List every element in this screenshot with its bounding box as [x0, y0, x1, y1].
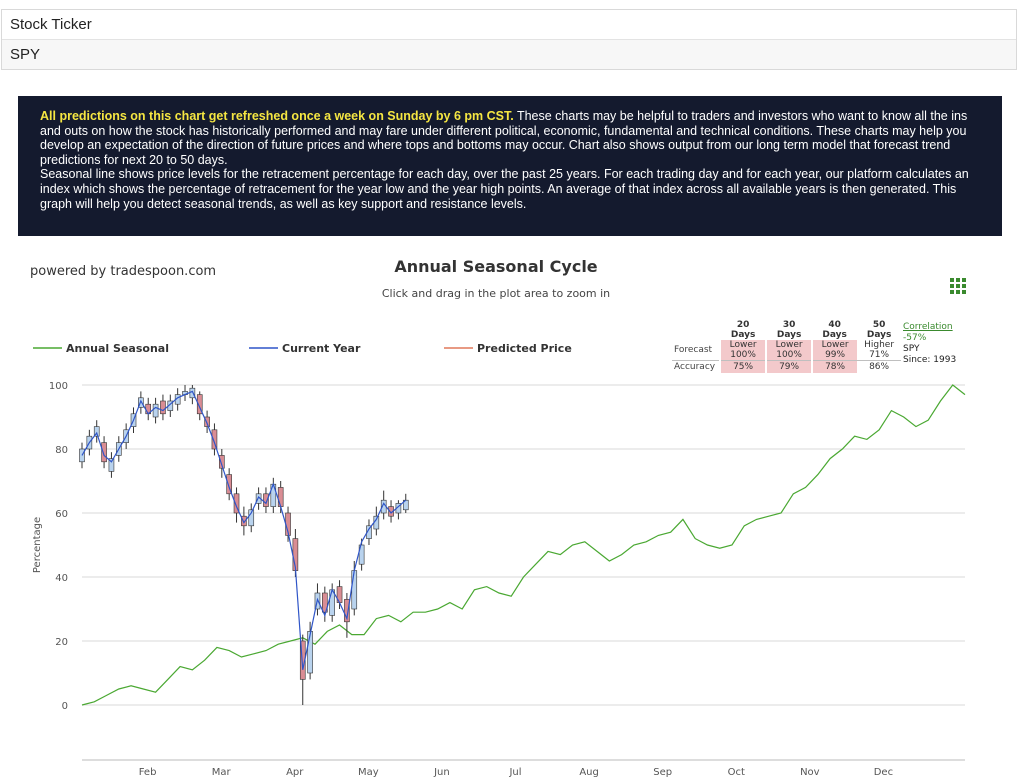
- correlation-value: -57%: [903, 333, 927, 343]
- y-tick-label: 60: [55, 509, 68, 520]
- banner-highlight: All predictions on this chart get refres…: [40, 109, 514, 123]
- candle-body: [196, 394, 203, 415]
- correlation-box: Correlation -57% SPY Since: 1993: [903, 322, 956, 366]
- chart-title: Annual Seasonal Cycle: [394, 257, 597, 276]
- candle-body: [248, 509, 255, 527]
- accuracy-cell: 75%: [719, 360, 767, 373]
- x-axis-ticks: Feb Mar Apr May Jun Jul Aug Sep Oct Nov Dec: [139, 767, 893, 778]
- candle-body: [233, 493, 240, 514]
- candle-body: [358, 544, 365, 565]
- y-tick-label: 0: [62, 701, 68, 712]
- correlation-link[interactable]: Correlation: [903, 322, 953, 332]
- powered-by: powered by tradespoon.com: [30, 264, 217, 279]
- forecast-header: 30 Days: [776, 320, 802, 340]
- candle-body: [93, 426, 100, 437]
- x-tick-label: Mar: [212, 767, 232, 778]
- legend-label: Annual Seasonal: [66, 342, 169, 355]
- y-tick-label: 40: [55, 573, 68, 584]
- correlation-since: Since: 1993: [903, 355, 957, 365]
- x-tick-label: Feb: [139, 767, 157, 778]
- forecast-cell: Higher 71%: [864, 340, 895, 360]
- y-axis-label: Percentage: [32, 517, 43, 573]
- series-annual-seasonal: [81, 384, 966, 706]
- y-axis-ticks: 0 20 40 60 80 100: [49, 381, 68, 712]
- forecast-header: 40 Days: [822, 320, 847, 340]
- candle-body: [204, 416, 210, 427]
- accuracy-cell: 78%: [811, 360, 858, 373]
- x-tick-label: Jul: [508, 767, 521, 778]
- legend-current-year[interactable]: Current Year: [249, 342, 361, 355]
- candle-body: [108, 458, 115, 472]
- ticker-label: Stock Ticker: [2, 10, 1016, 40]
- forecast-header: 20 Days: [730, 320, 756, 340]
- candle-body: [322, 592, 328, 613]
- info-banner: All predictions on this chart get refres…: [18, 96, 1002, 236]
- legend-predicted-price[interactable]: Predicted Price: [444, 342, 572, 355]
- candle-body: [307, 631, 313, 674]
- candle-body: [344, 599, 350, 623]
- x-tick-label: Jun: [433, 767, 450, 778]
- candle-body: [101, 442, 107, 463]
- forecast-table: 20 Days 30 Days 40 Days 50 Days Forecast…: [672, 320, 902, 373]
- candle-body: [226, 474, 232, 495]
- legend-label: Current Year: [282, 342, 361, 355]
- y-tick-label: 20: [55, 637, 68, 648]
- ticker-select[interactable]: SPY: [2, 40, 1016, 69]
- forecast-cell: Lower 100%: [719, 340, 767, 361]
- forecast-row-label: Forecast: [674, 345, 713, 355]
- banner-text-1: These charts may be helpful to traders a…: [40, 109, 968, 167]
- candle-body: [263, 493, 269, 507]
- candle-body: [152, 403, 159, 418]
- x-tick-label: Dec: [874, 767, 893, 778]
- seasonal-chart[interactable]: Annual Seasonal Cycle Click and drag in …: [0, 240, 1024, 783]
- forecast-header: 50 Days: [866, 320, 892, 340]
- candle-body: [219, 455, 225, 469]
- x-tick-label: Oct: [728, 767, 745, 778]
- candle-body: [351, 570, 358, 610]
- accuracy-cell: 79%: [765, 360, 813, 373]
- x-tick-label: Sep: [653, 767, 672, 778]
- seasonal-line: [81, 384, 966, 706]
- y-tick-label: 80: [55, 445, 68, 456]
- legend-annual-seasonal[interactable]: Annual Seasonal: [33, 342, 169, 355]
- x-tick-label: Apr: [286, 767, 304, 778]
- ticker-box: Stock Ticker SPY: [1, 9, 1017, 70]
- accuracy-cell: 86%: [857, 360, 902, 373]
- candle-body: [277, 487, 284, 507]
- accuracy-row-label: Accuracy: [672, 360, 721, 373]
- legend-label: Predicted Price: [477, 342, 572, 355]
- x-tick-label: Nov: [800, 767, 820, 778]
- banner-text-2: Seasonal line shows price levels for the…: [40, 167, 969, 211]
- x-tick-label: Aug: [579, 767, 599, 778]
- candle-body: [241, 515, 247, 527]
- forecast-cell: Lower 99%: [811, 340, 858, 361]
- correlation-symbol: SPY: [903, 344, 920, 354]
- chart-legend: Annual Seasonal Current Year Predicted P…: [33, 342, 572, 355]
- y-tick-label: 100: [49, 381, 68, 392]
- series-current-year: [81, 390, 407, 670]
- series-candles: [79, 385, 409, 705]
- chart-subtitle: Click and drag in the plot area to zoom …: [382, 287, 610, 300]
- x-tick-label: May: [358, 767, 379, 778]
- chart-grid: [82, 384, 965, 761]
- hamburger-grid-icon[interactable]: [950, 278, 966, 294]
- forecast-cell: Lower 100%: [765, 340, 813, 361]
- current-year-line: [81, 390, 407, 670]
- candle-body: [160, 400, 166, 415]
- candle-body: [211, 429, 218, 450]
